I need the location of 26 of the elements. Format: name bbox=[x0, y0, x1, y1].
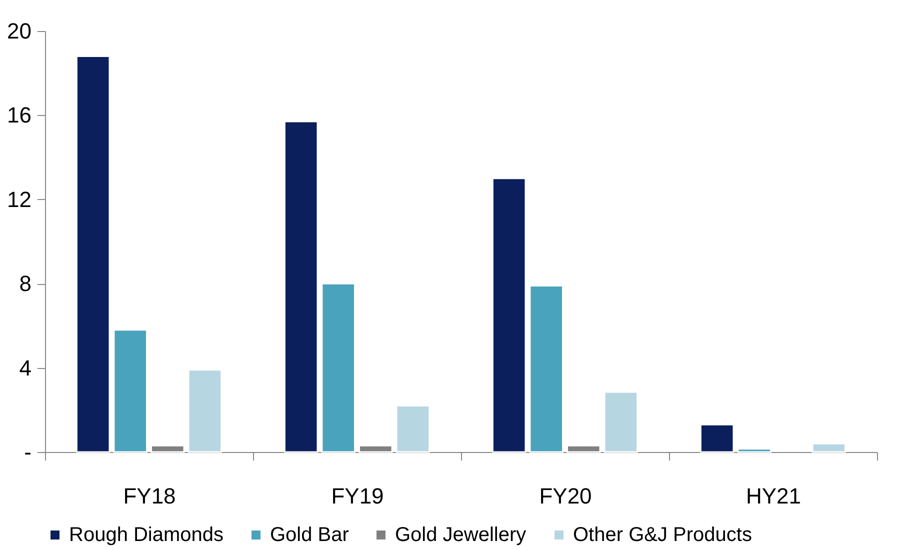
bar bbox=[113, 329, 148, 453]
y-tick-label: 8 bbox=[19, 271, 32, 296]
x-tick-label: FY19 bbox=[331, 484, 384, 508]
bar bbox=[700, 424, 734, 453]
bar bbox=[321, 282, 356, 453]
x-tick-label: FY18 bbox=[123, 484, 176, 508]
legend-label: Rough Diamonds bbox=[69, 524, 224, 546]
bar bbox=[737, 448, 772, 453]
bar bbox=[604, 391, 638, 453]
y-tick-label: - bbox=[24, 440, 32, 464]
x-tick-label: HY21 bbox=[746, 484, 802, 508]
y-tick-label: 12 bbox=[7, 186, 32, 212]
bar bbox=[76, 56, 110, 453]
bar bbox=[529, 284, 564, 453]
legend-label: Other G&J Products bbox=[573, 524, 752, 546]
bar bbox=[188, 369, 222, 453]
bar bbox=[492, 178, 526, 453]
legend-label: Gold Bar bbox=[270, 524, 350, 546]
y-tick-label: 16 bbox=[7, 102, 32, 128]
legend-label: Gold Jewellery bbox=[395, 524, 526, 546]
bar bbox=[284, 120, 318, 453]
y-tick-label: 20 bbox=[7, 18, 32, 44]
bar bbox=[812, 442, 846, 453]
bar bbox=[396, 404, 430, 453]
y-tick-label: 4 bbox=[19, 355, 32, 380]
x-tick-label: FY20 bbox=[539, 484, 592, 508]
